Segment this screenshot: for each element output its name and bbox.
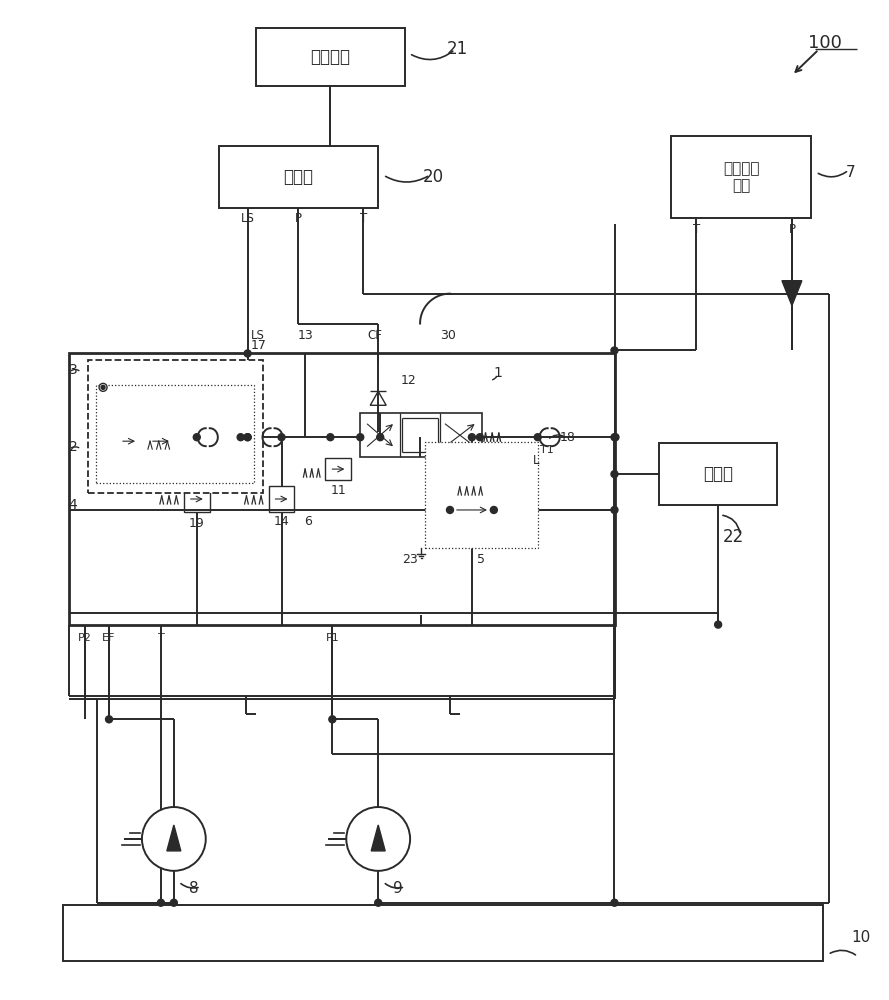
Bar xyxy=(184,486,210,512)
Text: 20: 20 xyxy=(422,168,444,186)
Text: 9: 9 xyxy=(393,881,403,896)
Text: P: P xyxy=(789,223,796,236)
Circle shape xyxy=(101,385,105,389)
Bar xyxy=(268,486,294,512)
Text: 转向油缸: 转向油缸 xyxy=(310,48,350,66)
Text: 7: 7 xyxy=(846,165,855,180)
Text: 18: 18 xyxy=(560,431,575,444)
Circle shape xyxy=(611,434,618,441)
Circle shape xyxy=(347,807,410,871)
Text: 14: 14 xyxy=(274,515,290,528)
Bar xyxy=(425,442,538,548)
Circle shape xyxy=(171,899,177,906)
Text: 1: 1 xyxy=(493,366,502,380)
Text: 11: 11 xyxy=(331,484,346,497)
Circle shape xyxy=(612,434,619,441)
Circle shape xyxy=(99,383,107,391)
Circle shape xyxy=(278,434,285,441)
Text: 19: 19 xyxy=(188,517,204,530)
Text: 30: 30 xyxy=(440,329,456,342)
Text: T: T xyxy=(693,223,700,236)
Text: P1: P1 xyxy=(325,633,340,643)
Text: LS: LS xyxy=(251,329,265,342)
Circle shape xyxy=(377,434,384,441)
Text: LS: LS xyxy=(241,212,254,225)
Circle shape xyxy=(142,807,205,871)
Polygon shape xyxy=(372,825,385,851)
Bar xyxy=(69,353,615,625)
Text: L: L xyxy=(533,454,540,467)
Bar xyxy=(671,136,811,218)
Circle shape xyxy=(477,434,484,441)
Circle shape xyxy=(446,506,453,513)
Bar xyxy=(63,905,823,961)
Circle shape xyxy=(534,434,541,441)
Text: 17: 17 xyxy=(251,339,267,352)
Bar xyxy=(660,443,777,505)
Circle shape xyxy=(244,350,251,357)
Circle shape xyxy=(237,434,244,441)
Text: P: P xyxy=(295,212,302,225)
Bar xyxy=(360,413,482,457)
Text: EF: EF xyxy=(102,633,116,643)
Text: T: T xyxy=(157,633,164,643)
Text: CF: CF xyxy=(368,329,382,342)
Polygon shape xyxy=(782,281,802,306)
Text: 3: 3 xyxy=(68,363,77,377)
Bar xyxy=(116,429,142,453)
Bar xyxy=(256,28,405,86)
Circle shape xyxy=(715,621,722,628)
Text: 转向器: 转向器 xyxy=(284,168,314,186)
Circle shape xyxy=(611,506,618,513)
Text: 2: 2 xyxy=(68,440,77,454)
Text: 13: 13 xyxy=(298,329,313,342)
Circle shape xyxy=(611,347,618,354)
Text: P2: P2 xyxy=(78,633,92,643)
Circle shape xyxy=(327,434,334,441)
Text: 23: 23 xyxy=(402,553,418,566)
Text: 22: 22 xyxy=(723,528,744,546)
Text: 8: 8 xyxy=(189,881,198,896)
Bar xyxy=(219,146,378,208)
Text: 5: 5 xyxy=(477,553,485,566)
Circle shape xyxy=(244,434,251,441)
Text: T: T xyxy=(360,212,367,225)
Bar xyxy=(325,458,351,480)
Circle shape xyxy=(375,899,381,906)
Bar xyxy=(96,385,253,483)
Text: 先导阀: 先导阀 xyxy=(703,465,733,483)
Text: 12: 12 xyxy=(400,374,416,387)
Polygon shape xyxy=(167,825,180,851)
Bar xyxy=(88,360,262,493)
Circle shape xyxy=(157,899,164,906)
Circle shape xyxy=(611,899,618,906)
Text: T1: T1 xyxy=(540,445,554,455)
Circle shape xyxy=(193,434,200,441)
Bar xyxy=(450,495,494,525)
Circle shape xyxy=(106,716,113,723)
Text: 工作液压
系统: 工作液压 系统 xyxy=(723,161,759,193)
Circle shape xyxy=(356,434,364,441)
Text: 10: 10 xyxy=(851,930,870,945)
Text: 4: 4 xyxy=(68,498,77,512)
Text: 21: 21 xyxy=(446,40,468,58)
Circle shape xyxy=(611,471,618,478)
Circle shape xyxy=(491,506,497,513)
Circle shape xyxy=(469,434,476,441)
Text: 100: 100 xyxy=(808,34,842,52)
Text: 6: 6 xyxy=(305,515,312,528)
Bar xyxy=(146,429,176,453)
Circle shape xyxy=(329,716,336,723)
Circle shape xyxy=(244,434,251,441)
